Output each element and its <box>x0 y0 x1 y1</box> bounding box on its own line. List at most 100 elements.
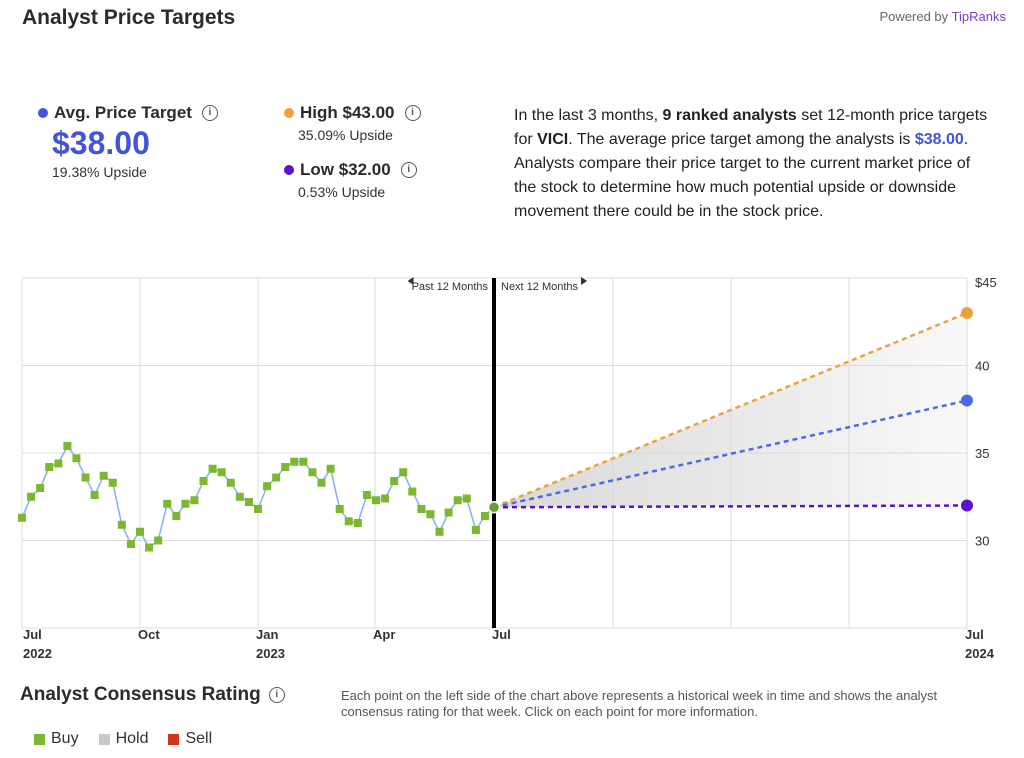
buy-rating-marker[interactable] <box>417 505 426 513</box>
y-tick-label: $45 <box>975 275 997 290</box>
buy-rating-marker[interactable] <box>54 459 63 468</box>
x-tick-year: 2023 <box>256 646 285 661</box>
info-icon[interactable]: i <box>400 162 417 178</box>
buy-rating-marker[interactable] <box>335 505 344 513</box>
low-dot-icon <box>284 165 294 175</box>
buy-rating-marker[interactable] <box>453 496 462 505</box>
buy-rating-marker[interactable] <box>299 457 308 466</box>
avg-dot-icon <box>38 108 48 118</box>
buy-rating-marker[interactable] <box>190 496 199 505</box>
consensus-rating-heading: Analyst Consensus Rating <box>20 684 261 705</box>
x-tick-year: 2024 <box>965 646 995 661</box>
avg-upside: 19.38% Upside <box>52 164 147 180</box>
buy-rating-marker[interactable] <box>81 473 90 482</box>
next-12-months-label: Next 12 Months <box>501 281 579 293</box>
buy-rating-marker[interactable] <box>99 471 108 480</box>
buy-rating-marker[interactable] <box>254 505 262 513</box>
buy-rating-marker[interactable] <box>154 536 163 545</box>
high-dot-icon <box>284 108 294 118</box>
buy-rating-marker[interactable] <box>290 457 299 466</box>
buy-rating-marker[interactable] <box>235 492 244 501</box>
buy-rating-marker[interactable] <box>126 540 135 548</box>
buy-rating-marker[interactable] <box>435 527 444 536</box>
high-price-target-block: High $43.00 i 35.09% Upside <box>284 103 421 143</box>
x-tick-month: Apr <box>373 627 395 642</box>
desc-text: In the last 3 months, <box>514 107 663 124</box>
low-target-line <box>493 504 968 509</box>
buy-rating-marker[interactable] <box>308 468 317 477</box>
legend-buy[interactable]: Buy <box>34 730 79 748</box>
buy-rating-marker[interactable] <box>408 487 417 496</box>
buy-rating-marker[interactable] <box>136 527 144 536</box>
price-target-chart[interactable]: Past 12 Months Next 12 Months $45403530 … <box>0 268 1024 666</box>
sell-square-icon <box>168 733 180 745</box>
buy-rating-marker[interactable] <box>462 494 471 503</box>
desc-text: set 12-month price targets for <box>514 107 988 148</box>
high-target-dot[interactable] <box>961 307 973 319</box>
info-icon[interactable]: i <box>268 687 285 703</box>
avg-target-dot[interactable] <box>961 394 973 407</box>
x-tick-year: 2022 <box>23 646 52 661</box>
legend-hold-label: Hold <box>115 730 149 747</box>
legend-sell[interactable]: Sell <box>168 730 212 748</box>
buy-rating-marker[interactable] <box>199 477 208 485</box>
buy-rating-marker[interactable] <box>372 496 380 505</box>
powered-by-label: Powered by <box>879 9 949 24</box>
target-dots[interactable] <box>487 307 974 514</box>
legend-buy-label: Buy <box>51 730 79 747</box>
buy-rating-marker[interactable] <box>326 464 335 473</box>
buy-rating-marker[interactable] <box>72 454 81 463</box>
buy-rating-marker[interactable] <box>208 464 217 473</box>
buy-rating-marker[interactable] <box>381 494 390 503</box>
buy-rating-marker[interactable] <box>480 512 489 520</box>
buy-rating-marker[interactable] <box>444 508 453 517</box>
buy-rating-marker[interactable] <box>471 526 480 534</box>
right-arrow-icon <box>581 277 588 285</box>
y-tick-label: 35 <box>975 446 989 461</box>
buy-rating-marker[interactable] <box>317 478 326 487</box>
buy-rating-marker[interactable] <box>63 442 72 450</box>
buy-rating-marker[interactable] <box>353 519 362 527</box>
low-target-dot[interactable] <box>961 499 973 512</box>
avg-price-value: $38.00 <box>52 125 150 161</box>
buy-rating-marker[interactable] <box>163 499 172 508</box>
buy-rating-marker[interactable] <box>244 498 253 506</box>
rating-markers[interactable] <box>18 442 489 552</box>
y-tick-label: 30 <box>975 534 989 549</box>
x-tick-month: Jul <box>965 627 984 642</box>
buy-rating-marker[interactable] <box>27 492 36 501</box>
buy-rating-marker[interactable] <box>272 473 281 482</box>
buy-rating-marker[interactable] <box>426 510 435 519</box>
buy-rating-marker[interactable] <box>145 543 154 552</box>
buy-rating-marker[interactable] <box>90 491 99 499</box>
powered-by[interactable]: Powered by TipRanks <box>880 9 1006 24</box>
buy-rating-marker[interactable] <box>281 463 290 471</box>
buy-rating-marker[interactable] <box>390 477 399 485</box>
buy-rating-marker[interactable] <box>172 512 181 520</box>
buy-rating-marker[interactable] <box>217 468 226 477</box>
buy-rating-marker[interactable] <box>226 478 235 487</box>
x-tick-month: Jan <box>256 627 278 642</box>
buy-rating-marker[interactable] <box>108 478 117 487</box>
buy-rating-marker[interactable] <box>18 513 26 522</box>
buy-rating-marker[interactable] <box>362 491 371 499</box>
tipranks-link[interactable]: TipRanks <box>951 9 1006 24</box>
buy-rating-marker[interactable] <box>263 482 272 491</box>
y-tick-label: 40 <box>975 359 989 374</box>
past-12-months-label: Past 12 Months <box>412 281 489 293</box>
buy-rating-marker[interactable] <box>45 463 54 471</box>
low-label: Low $32.00 <box>300 160 391 179</box>
avg-label: Avg. Price Target <box>54 103 192 122</box>
buy-rating-marker[interactable] <box>344 517 353 526</box>
x-tick-month: Oct <box>138 627 160 642</box>
buy-rating-marker[interactable] <box>36 484 45 492</box>
legend-hold[interactable]: Hold <box>98 730 149 748</box>
buy-rating-marker[interactable] <box>117 520 126 529</box>
buy-rating-marker[interactable] <box>181 499 190 508</box>
page-title: Analyst Price Targets <box>22 6 236 29</box>
consensus-rating-title: Analyst Consensus Rating i <box>20 684 285 706</box>
info-icon[interactable]: i <box>404 105 421 121</box>
hold-square-icon <box>98 733 110 745</box>
info-icon[interactable]: i <box>201 105 218 121</box>
buy-rating-marker[interactable] <box>399 468 408 477</box>
